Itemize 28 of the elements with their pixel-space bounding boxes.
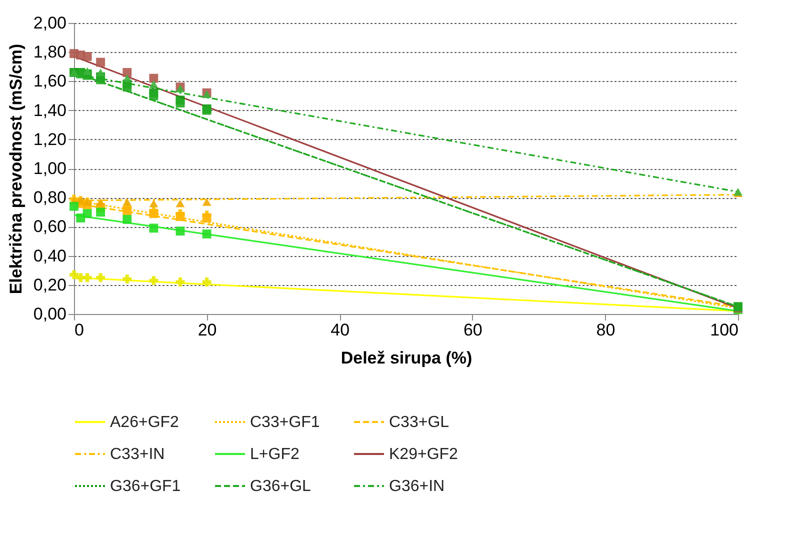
x-tick-label: 0 [74,320,84,340]
y-tick-label: 1,60 [33,72,66,91]
y-tick-label: 0,00 [33,304,66,324]
x-tick-label: 40 [330,320,350,340]
legend-label: K29+GF2 [389,446,458,463]
legend-label: A26+GF2 [110,414,180,431]
legend-label: L+GF2 [250,446,300,463]
legend-label: G36+IN [389,478,445,495]
legend-label: G36+GF1 [110,478,181,495]
y-tick-label: 2,00 [33,14,66,32]
x-tick-label: 100 [710,320,738,340]
y-tick-label: 1,20 [33,130,66,149]
y-tick-label: 0,80 [33,188,66,208]
x-tick-label: 60 [463,320,482,340]
legend-label: C33+IN [110,446,165,463]
legend-label: C33+GF1 [250,414,320,431]
legend-label: G36+GL [250,478,312,495]
y-axis-title: Električna prevodnost (mS/cm) [6,44,26,294]
y-tick-label: 1,80 [33,42,66,62]
y-tick-label: 1,00 [33,159,66,178]
y-tick-label: 0,40 [33,246,66,266]
legend-label: C33+GL [389,414,450,431]
x-tick-label: 20 [198,320,217,340]
x-tick-label: 80 [596,320,616,340]
y-tick-label: 1,40 [33,100,66,120]
x-axis-title: Delež sirupa (%) [340,348,472,368]
y-tick-label: 0,20 [33,275,66,294]
y-tick-label: 0,60 [33,217,66,236]
